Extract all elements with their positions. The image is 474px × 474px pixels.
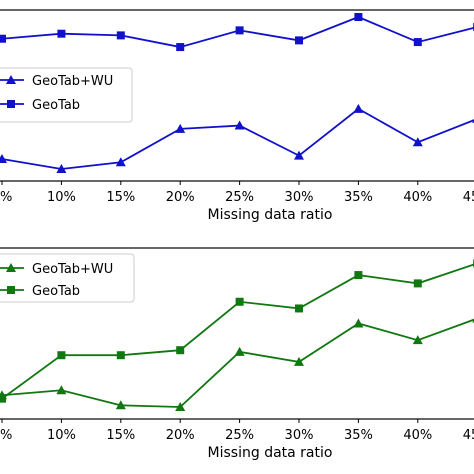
data-point-square [354,271,363,280]
legend-label: GeoTab+WU [32,262,113,277]
data-point-square [413,279,422,288]
legend-marker-square [7,100,15,108]
x-tick-label: 5% [0,190,12,205]
data-point-square [354,13,363,22]
data-point-square [176,346,185,355]
series-geotab [0,13,474,52]
data-point-square [0,34,6,43]
legend-label: GeoTab [32,98,80,113]
data-point-triangle [294,356,304,366]
x-tick-label: 15% [106,428,135,443]
data-point-square [176,43,185,52]
data-point-square [235,297,244,306]
data-point-triangle [353,318,364,328]
legend-marker-triangle [6,75,16,84]
data-point-square [295,36,303,45]
data-point-square [0,394,6,403]
x-tick-label: 40% [403,428,432,443]
legend-label: GeoTab+WU [32,74,113,89]
chart-panel-1: 5% 10% 15% 20% 25% 30% 35% 40% 45% Missing data r… [0,9,474,223]
data-point-triangle [56,385,67,395]
data-point-triangle [56,163,67,173]
data-point-triangle [175,401,186,411]
legend: GeoTab+WU GeoTab [0,67,133,123]
x-tick-label: 35% [344,190,373,205]
plot-frame [0,9,474,182]
x-tick-label: 5% [0,428,12,443]
legend-marker-square [7,286,15,294]
x-axis-label: Missing data ratio [208,207,333,223]
data-point-square [57,351,66,360]
series-geotab [0,259,474,403]
data-point-square [116,31,125,40]
x-axis-label: Missing data ratio [208,445,333,461]
series-line [1,318,474,408]
data-point-triangle [175,123,186,133]
plot-frame [0,247,474,420]
data-point-triangle [115,157,126,167]
x-tick-label: 25% [225,190,254,205]
x-tick-label: 45% [463,428,474,443]
x-tick-label: 35% [344,428,373,443]
data-point-triangle [234,120,245,130]
data-point-triangle [0,153,7,163]
x-tick-label: 10% [47,190,76,205]
data-point-square [235,26,244,35]
data-point-square [295,304,303,313]
x-tick-label: 20% [166,428,195,443]
data-point-square [116,351,125,360]
legend-box [0,253,135,303]
x-tick-label: 25% [225,428,254,443]
x-tick-label: 20% [166,190,195,205]
data-point-triangle [412,137,423,147]
series-geotab-wu [0,103,474,173]
data-point-square [57,29,66,38]
x-tick-label: 45% [463,190,474,205]
x-tick-label: 40% [403,190,432,205]
x-tick-label: 30% [285,190,314,205]
data-point-triangle [234,346,245,356]
data-point-triangle [294,150,304,160]
data-point-square [413,38,422,47]
legend-box [0,67,133,123]
series-geotab-wu [0,318,474,411]
data-point-triangle [115,400,126,410]
legend-label: GeoTab [32,284,80,299]
chart-panel-2: 5% 10% 15% 20% 25% 30% 35% 40% 45% Missing data r… [0,247,474,461]
x-tick-label: 15% [106,190,135,205]
legend: GeoTab+WU GeoTab [0,253,135,303]
legend-marker-triangle [6,263,16,272]
data-point-triangle [412,335,423,345]
x-tick-label: 10% [47,428,76,443]
data-point-triangle [353,103,364,113]
x-tick-label: 30% [285,428,314,443]
